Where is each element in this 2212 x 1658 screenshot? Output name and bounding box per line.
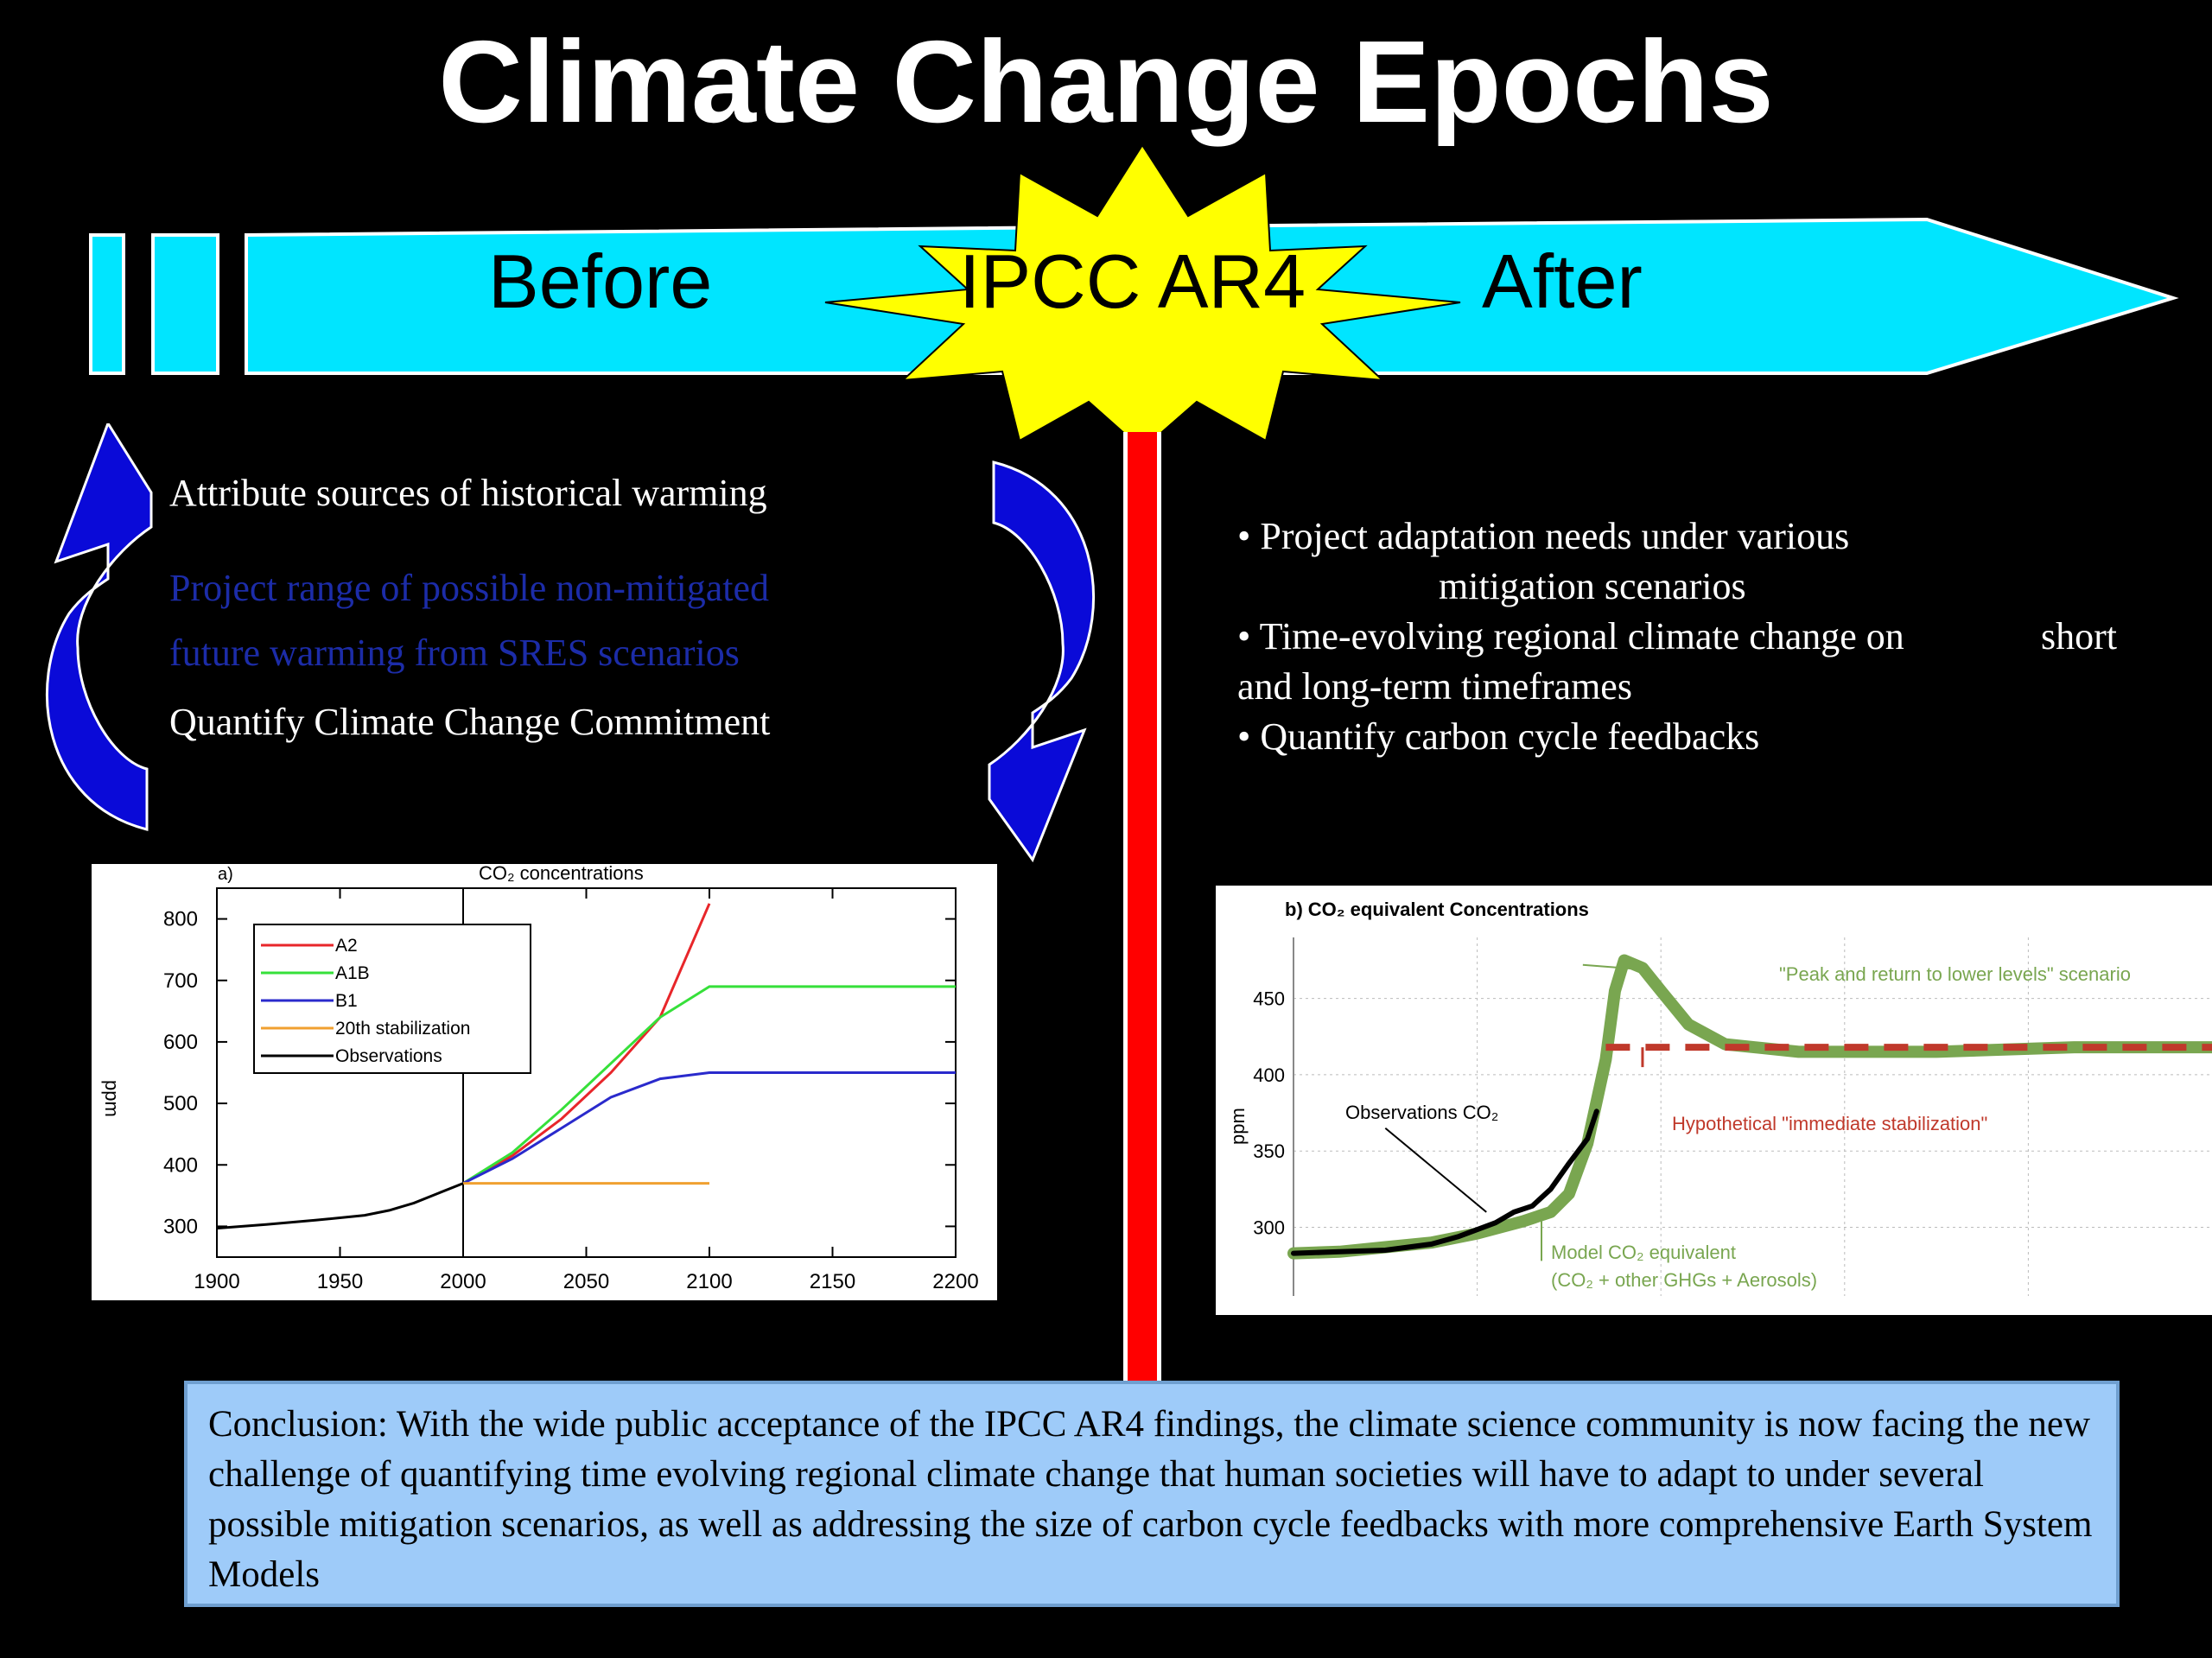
chart-a-ylabel: ppm	[101, 1080, 123, 1117]
timeline-arrow	[89, 143, 2179, 441]
annot-observations: Observations CO₂	[1345, 1102, 1498, 1123]
chart-b-panel-label: b)	[1285, 899, 1303, 920]
ipcc-ar4-label: IPCC AR4	[959, 238, 1306, 324]
x-tick-label: 1950	[317, 1270, 363, 1293]
annot-peak: "Peak and return to lower levels" scenar…	[1779, 963, 2131, 985]
left-item-commitment: Quantify Climate Change Commitment	[169, 701, 771, 743]
right-item-regional-short: short	[2041, 615, 2117, 657]
before-label: Before	[488, 238, 713, 324]
y-tick-label: 500	[163, 1092, 198, 1115]
series-line-b1	[462, 1071, 956, 1185]
y-tick-label: 300	[163, 1215, 198, 1238]
y-tick-label: 400	[163, 1153, 198, 1177]
conclusion-text: Conclusion: With the wide public accepta…	[208, 1404, 2093, 1595]
right-item-carbon: • Quantify carbon cycle feedbacks	[1237, 715, 1760, 758]
x-tick-label: 2150	[810, 1270, 855, 1293]
legend-box	[253, 924, 531, 1074]
annot-hypothetical: Hypothetical "immediate stabilization"	[1672, 1113, 1987, 1134]
burst-shape	[824, 143, 1461, 441]
curved-arrow-right	[988, 461, 1095, 863]
y-tick-label: 600	[163, 1031, 198, 1054]
y-tick-label: 350	[1253, 1140, 1285, 1162]
left-item-future-warming: future warming from SRES scenarios	[169, 632, 740, 674]
leader-peak	[1582, 963, 1643, 971]
page-title: Climate Change Epochs	[438, 16, 1774, 147]
epoch-divider	[1123, 432, 1161, 1382]
x-tick-label: 1900	[194, 1270, 239, 1293]
series-line-1	[1291, 1109, 1599, 1256]
y-tick-label: 300	[1253, 1217, 1285, 1239]
annot-model-components: (CO₂ + other GHGs + Aerosols)	[1551, 1269, 1817, 1291]
legend-label: A2	[335, 936, 358, 956]
chart-b: b) CO₂ equivalent Concentrations ppm 300 3…	[1227, 899, 2212, 1296]
chart-a-panel-label: a)	[218, 865, 233, 884]
arrow-tick-1	[89, 233, 125, 375]
legend-label: B1	[335, 991, 358, 1011]
chart-a-title: CO₂ concentrations	[479, 864, 644, 884]
legend-label: A1B	[335, 963, 370, 983]
chart-b-title: CO₂ equivalent Concentrations	[1308, 899, 1589, 920]
svg-text:b)CO₂ equivalent Concentration: b) CO₂ equivalent Concentrations	[1285, 899, 1589, 920]
right-item-adaptation-cont: mitigation scenarios	[1439, 565, 1746, 607]
chart-b-panel: b) CO₂ equivalent Concentrations ppm 300 3…	[1216, 886, 2212, 1315]
leader-observations	[1384, 1127, 1487, 1213]
arrow-tick-2	[151, 233, 219, 375]
y-tick-label: 400	[1253, 1064, 1285, 1086]
right-item-regional: • Time-evolving regional climate change …	[1237, 615, 1904, 657]
chart-a-panel: a) CO₂ concentrations ppm 1900 1950 2000 20…	[92, 862, 997, 1300]
left-item-project-range: Project range of possible non-mitigated	[169, 567, 770, 609]
after-label: After	[1482, 238, 1643, 324]
legend-label: 20th stabilization	[335, 1019, 470, 1039]
x-tick-label: 2050	[563, 1270, 609, 1293]
y-tick-label: 800	[163, 908, 198, 931]
chart-a: a) CO₂ concentrations ppm 1900 1950 2000 20…	[101, 862, 979, 1293]
right-item-regional-cont: and long-term timeframes	[1237, 665, 1632, 708]
series-line-a2	[462, 903, 711, 1185]
x-tick-label: 2000	[440, 1270, 486, 1293]
curved-arrow-left	[46, 423, 153, 831]
chart-b-ylabel: ppm	[1227, 1108, 1249, 1145]
left-item-attribute: Attribute sources of historical warming	[169, 472, 767, 514]
legend-label: Observations	[335, 1046, 442, 1066]
conclusion-box: Conclusion: With the wide public accepta…	[184, 1381, 2120, 1607]
chart-a-legend: A2 A1B B1 20th stabilization Observations	[253, 924, 531, 1074]
series-line-observations	[216, 1182, 464, 1230]
y-tick-label: 450	[1253, 988, 1285, 1010]
series-line-a1b	[462, 985, 956, 1185]
y-tick-label: 700	[163, 969, 198, 993]
annot-model: Model CO₂ equivalent	[1551, 1242, 1736, 1263]
x-tick-label: 2200	[932, 1270, 978, 1293]
right-item-adaptation: • Project adaptation needs under various	[1237, 515, 1850, 557]
x-tick-label: 2100	[686, 1270, 732, 1293]
